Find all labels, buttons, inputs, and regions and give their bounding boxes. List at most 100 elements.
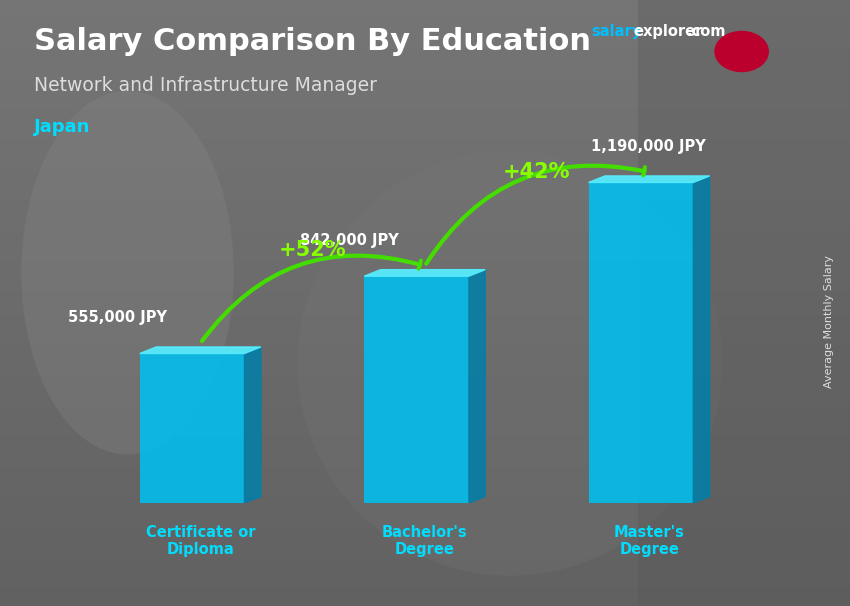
Bar bbox=[0, 285, 850, 291]
Bar bbox=[0, 576, 850, 582]
Bar bbox=[0, 206, 850, 212]
Bar bbox=[0, 103, 850, 109]
Bar bbox=[0, 236, 850, 242]
Text: .com: .com bbox=[687, 24, 726, 39]
Bar bbox=[0, 242, 850, 248]
Bar bbox=[0, 158, 850, 164]
Bar bbox=[0, 79, 850, 85]
Ellipse shape bbox=[21, 91, 234, 454]
Polygon shape bbox=[469, 270, 485, 503]
Bar bbox=[0, 503, 850, 509]
Text: Bachelor's
Degree: Bachelor's Degree bbox=[382, 525, 468, 557]
Bar bbox=[0, 109, 850, 115]
Bar bbox=[0, 448, 850, 454]
Bar bbox=[0, 479, 850, 485]
Bar bbox=[0, 127, 850, 133]
Bar bbox=[0, 533, 850, 539]
Bar bbox=[0, 36, 850, 42]
Bar bbox=[0, 491, 850, 497]
Bar bbox=[0, 333, 850, 339]
Text: Certificate or
Diploma: Certificate or Diploma bbox=[145, 525, 255, 557]
Circle shape bbox=[715, 32, 768, 72]
Bar bbox=[0, 261, 850, 267]
Bar bbox=[0, 461, 850, 467]
Bar bbox=[0, 509, 850, 515]
Bar bbox=[0, 351, 850, 358]
Bar bbox=[0, 376, 850, 382]
Bar bbox=[0, 97, 850, 103]
Bar bbox=[0, 309, 850, 315]
Bar bbox=[0, 521, 850, 527]
Polygon shape bbox=[364, 270, 485, 276]
Bar bbox=[0, 558, 850, 564]
Bar bbox=[0, 303, 850, 309]
Bar bbox=[0, 164, 850, 170]
Bar bbox=[0, 321, 850, 327]
Bar bbox=[0, 248, 850, 255]
Bar bbox=[0, 485, 850, 491]
Bar bbox=[0, 412, 850, 418]
Bar bbox=[0, 430, 850, 436]
Bar bbox=[0, 115, 850, 121]
Bar bbox=[0, 394, 850, 400]
Bar bbox=[588, 182, 694, 503]
Bar bbox=[0, 339, 850, 345]
Bar bbox=[0, 18, 850, 24]
Bar bbox=[0, 551, 850, 558]
Text: Average Monthly Salary: Average Monthly Salary bbox=[824, 255, 834, 388]
Text: explorer: explorer bbox=[633, 24, 703, 39]
Bar bbox=[0, 218, 850, 224]
Bar bbox=[0, 418, 850, 424]
Bar bbox=[0, 0, 850, 6]
Text: +42%: +42% bbox=[503, 162, 570, 182]
Text: salary: salary bbox=[591, 24, 641, 39]
Bar bbox=[0, 442, 850, 448]
Bar bbox=[0, 594, 850, 600]
Text: +52%: +52% bbox=[279, 240, 346, 260]
Bar bbox=[0, 212, 850, 218]
Bar bbox=[0, 467, 850, 473]
Bar bbox=[0, 600, 850, 606]
Bar bbox=[0, 55, 850, 61]
Bar bbox=[0, 497, 850, 503]
Bar bbox=[0, 255, 850, 261]
Polygon shape bbox=[694, 176, 710, 503]
Text: 555,000 JPY: 555,000 JPY bbox=[68, 310, 167, 325]
Text: Japan: Japan bbox=[34, 118, 90, 136]
Text: 1,190,000 JPY: 1,190,000 JPY bbox=[591, 139, 706, 154]
Bar bbox=[0, 48, 850, 55]
Bar bbox=[0, 91, 850, 97]
Bar bbox=[0, 194, 850, 200]
Bar bbox=[0, 133, 850, 139]
Bar bbox=[0, 424, 850, 430]
Polygon shape bbox=[139, 347, 261, 353]
Bar bbox=[0, 67, 850, 73]
Bar bbox=[139, 353, 245, 503]
Bar bbox=[0, 42, 850, 48]
Bar bbox=[0, 30, 850, 36]
Text: Master's
Degree: Master's Degree bbox=[614, 525, 684, 557]
Polygon shape bbox=[588, 176, 710, 182]
Bar bbox=[0, 6, 850, 12]
Bar bbox=[0, 24, 850, 30]
Bar bbox=[0, 345, 850, 351]
Bar bbox=[0, 170, 850, 176]
Bar bbox=[364, 276, 469, 503]
Bar bbox=[0, 297, 850, 303]
Bar bbox=[0, 224, 850, 230]
Bar bbox=[0, 327, 850, 333]
Bar bbox=[0, 267, 850, 273]
Bar bbox=[0, 291, 850, 297]
Bar bbox=[0, 388, 850, 394]
Bar bbox=[0, 73, 850, 79]
Bar bbox=[0, 515, 850, 521]
Bar bbox=[0, 436, 850, 442]
Bar bbox=[0, 582, 850, 588]
Bar bbox=[0, 370, 850, 376]
Text: 842,000 JPY: 842,000 JPY bbox=[300, 233, 399, 248]
Bar bbox=[0, 570, 850, 576]
Bar bbox=[0, 454, 850, 461]
Bar bbox=[0, 564, 850, 570]
Bar bbox=[0, 473, 850, 479]
Bar bbox=[0, 85, 850, 91]
